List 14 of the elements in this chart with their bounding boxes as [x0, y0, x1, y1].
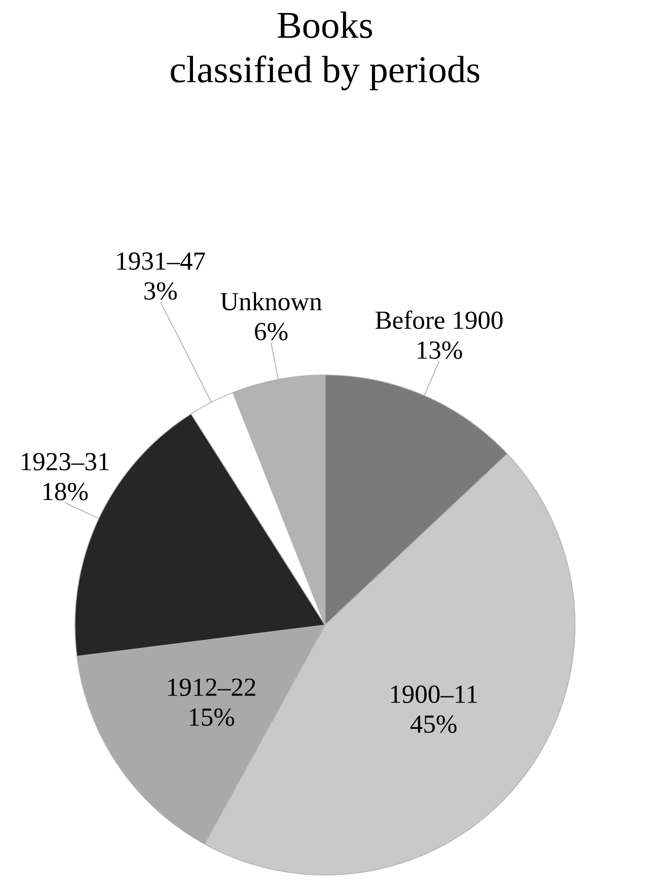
data-label: 18% — [43, 482, 88, 500]
data-label: 45% — [410, 715, 456, 733]
slice-label: 1923–31 — [22, 453, 109, 470]
chart-title: Books — [278, 12, 372, 38]
slice-label: 1931–47 — [117, 252, 206, 270]
slice-label: 1912–22 — [168, 678, 256, 696]
data-label: 6% — [254, 322, 288, 340]
slice-label: Before 1900 — [376, 310, 503, 329]
data-label: 15% — [190, 708, 234, 726]
slice-label: 1900–11 — [391, 686, 477, 704]
chart-subtitle: classified by periods — [170, 56, 480, 90]
slice-label: Unknown — [220, 292, 322, 310]
data-label: 3% — [144, 282, 177, 300]
data-label: 13% — [418, 341, 462, 359]
